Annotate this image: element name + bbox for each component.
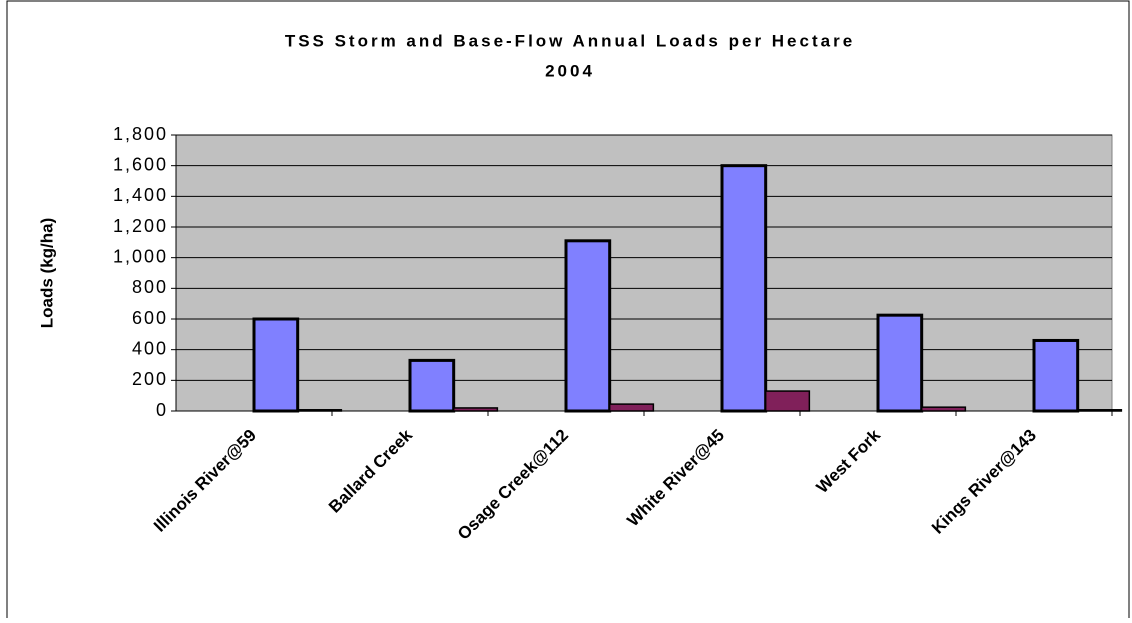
y-tick-label: 200 bbox=[132, 369, 168, 389]
bar bbox=[564, 239, 612, 413]
bar bbox=[296, 409, 343, 412]
y-tick-label: 1,600 bbox=[113, 154, 168, 174]
bar bbox=[876, 313, 924, 413]
y-tick-label: 1,400 bbox=[113, 185, 168, 205]
y-tick-label: 800 bbox=[132, 277, 168, 297]
bar bbox=[764, 390, 811, 412]
chart-title: TSS Storm and Base-Flow Annual Loads per… bbox=[285, 31, 855, 50]
y-tick-label: 0 bbox=[156, 400, 168, 420]
bar bbox=[1076, 409, 1123, 412]
bar bbox=[452, 407, 499, 412]
bar bbox=[408, 358, 456, 413]
y-axis-label: Loads (kg/ha) bbox=[37, 218, 56, 329]
bar bbox=[608, 403, 655, 412]
bar bbox=[1032, 338, 1080, 413]
bar bbox=[252, 317, 300, 413]
chart-subtitle: 2004 bbox=[545, 61, 595, 80]
bar bbox=[720, 164, 768, 413]
y-tick-label: 1,200 bbox=[113, 216, 168, 236]
y-tick-label: 400 bbox=[132, 338, 168, 358]
y-tick-label: 1,000 bbox=[113, 246, 168, 266]
y-tick-label: 600 bbox=[132, 308, 168, 328]
bar bbox=[920, 406, 967, 412]
plot-area bbox=[175, 134, 1113, 412]
y-tick-label: 1,800 bbox=[113, 124, 168, 144]
